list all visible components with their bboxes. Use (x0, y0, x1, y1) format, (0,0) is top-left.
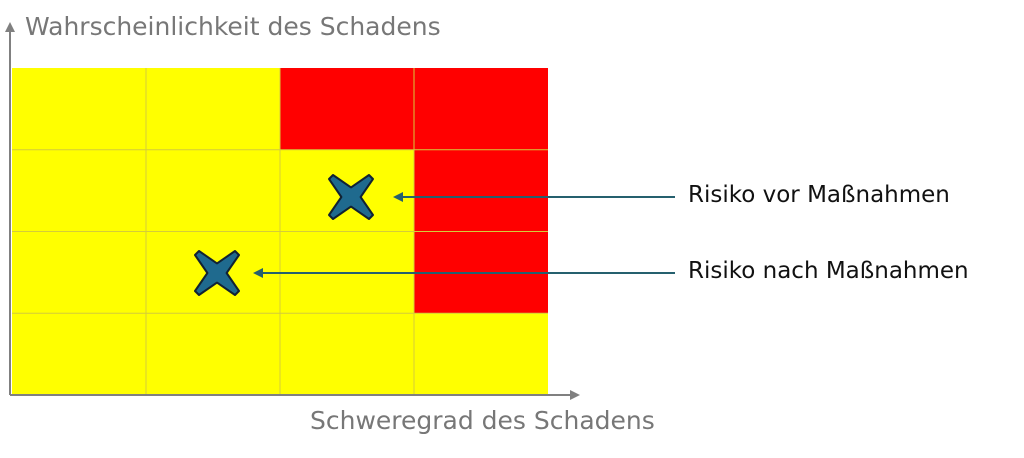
matrix-cell-low (12, 68, 146, 150)
x-axis-arrow-icon (570, 390, 580, 400)
y-axis-arrow-icon (5, 22, 15, 32)
matrix-cell-low (12, 313, 146, 395)
matrix-cell-low (146, 149, 280, 232)
matrix-cell-low (12, 149, 146, 232)
matrix-cell-low (146, 313, 280, 395)
label-risk-before: Risiko vor Maßnahmen (688, 182, 950, 208)
matrix-cell-low (414, 313, 548, 395)
x-axis-label: Schweregrad des Schadens (310, 406, 655, 435)
matrix-cell-high (414, 149, 548, 232)
label-risk-after: Risiko nach Maßnahmen (688, 258, 969, 284)
y-axis-label: Wahrscheinlichkeit des Schadens (25, 12, 441, 41)
cross-marker-icon (194, 250, 240, 296)
matrix-cell-high (280, 68, 414, 150)
cross-marker-icon (328, 174, 374, 220)
matrix-cell-low (146, 68, 280, 150)
matrix-cell-high (414, 68, 548, 150)
arrow-head-icon (253, 268, 263, 278)
matrix-cell-low (280, 313, 414, 395)
matrix-cell-low (12, 231, 146, 314)
arrow-head-icon (393, 192, 403, 202)
